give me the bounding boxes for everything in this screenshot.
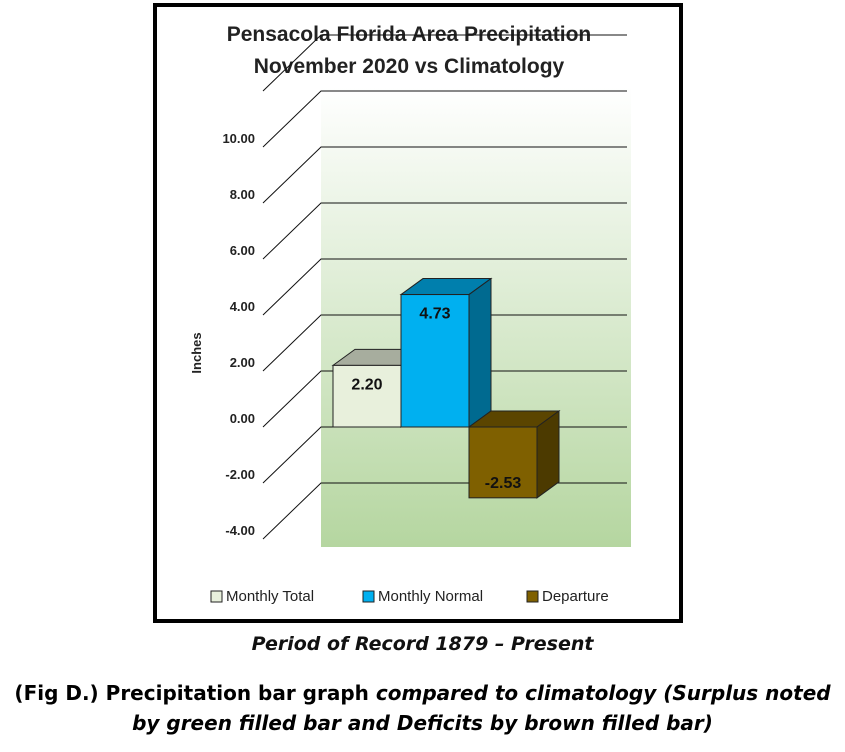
legend-swatch xyxy=(210,590,223,603)
y-tick-label: 8.00 xyxy=(230,187,255,202)
bar-front-face xyxy=(468,426,538,499)
bar-value-label: 4.73 xyxy=(419,306,450,323)
bar-front-face xyxy=(332,364,402,428)
y-tick-label: -4.00 xyxy=(225,523,255,538)
period-caption: Period of Record 1879 – Present xyxy=(251,633,594,655)
legend-swatch xyxy=(362,590,375,603)
bar-value-label: -2.53 xyxy=(485,475,522,492)
gridline xyxy=(262,370,627,428)
legend-swatch xyxy=(526,590,539,603)
y-axis-label: Inches xyxy=(189,332,204,373)
bar-side-face xyxy=(536,410,560,499)
gridline xyxy=(262,202,627,260)
y-tick-label: -2.00 xyxy=(225,467,255,482)
chart-frame: Pensacola Florida Area Precipitation Nov… xyxy=(153,3,683,623)
gridline xyxy=(262,34,627,92)
bar-side-face xyxy=(468,277,492,428)
legend-label: Departure xyxy=(542,588,609,605)
y-tick-label: 6.00 xyxy=(230,243,255,258)
y-tick-label: 4.00 xyxy=(230,299,255,314)
bar-value-label: 2.20 xyxy=(351,376,382,393)
gridline xyxy=(262,90,627,148)
legend-label: Monthly Total xyxy=(226,588,314,605)
gridline xyxy=(262,314,627,372)
bar-front-face xyxy=(400,294,470,428)
bar-departure: -2.53 xyxy=(467,410,561,499)
figure-caption-bold: (Fig D.) Precipitation bar graph xyxy=(14,681,369,705)
gridline xyxy=(262,258,627,316)
chart-canvas: Pensacola Florida Area Precipitation Nov… xyxy=(189,23,631,605)
legend-label: Monthly Normal xyxy=(378,588,483,605)
y-tick-label: 0.00 xyxy=(230,411,255,426)
chart-title-line2: November 2020 vs Climatology xyxy=(254,55,565,78)
y-tick-label: 2.00 xyxy=(230,355,255,370)
bar-monthly-normal: 4.73 xyxy=(399,277,493,428)
gridline xyxy=(262,146,627,204)
y-tick-label: 10.00 xyxy=(222,131,255,146)
figure-caption: (Fig D.) Precipitation bar graph compare… xyxy=(0,678,845,738)
figure-caption-italic: compared to climatology (Surplus noted b… xyxy=(132,681,831,735)
